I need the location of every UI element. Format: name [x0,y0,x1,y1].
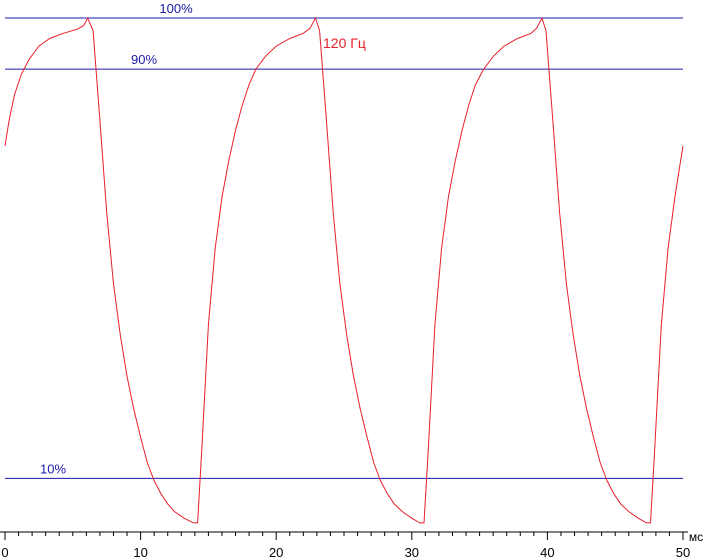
series-layer [4,16,684,524]
x-unit-label: мс [689,530,703,544]
x-tick-label-40: 40 [540,545,554,560]
reference-label-100: 100% [159,1,193,16]
x-tick-labels: 0 10 20 30 40 50 [1,545,690,560]
x-axis: 0 10 20 30 40 50 мс [0,530,703,560]
x-tick-label-20: 20 [269,545,283,560]
x-tick-label-0: 0 [1,545,8,560]
x-minor-ticks [18,532,670,536]
series-label-120hz: 120 Гц [323,35,366,51]
reference-lines: 100% 90% 10% [5,1,683,479]
x-major-ticks [4,532,684,540]
reference-label-10: 10% [40,461,66,476]
reference-label-90: 90% [131,52,157,67]
series-line-120hz [4,16,684,524]
x-tick-label-50: 50 [676,545,690,560]
x-tick-label-10: 10 [133,545,147,560]
x-tick-label-30: 30 [405,545,419,560]
